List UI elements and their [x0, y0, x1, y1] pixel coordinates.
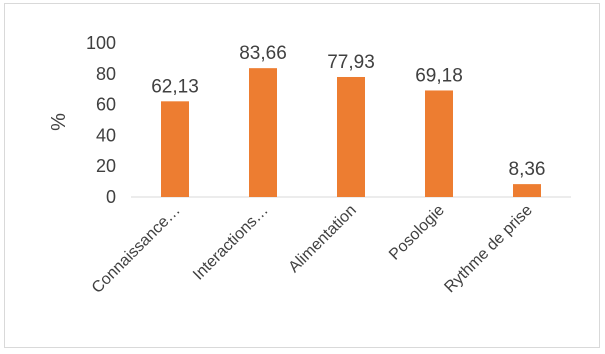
- category-label: Posologie: [386, 202, 448, 264]
- category-labels: Connaissance… Interactions… Alimentation Po…: [89, 202, 536, 297]
- bar: [513, 184, 541, 197]
- y-tick-label: 40: [96, 125, 116, 145]
- bar: [337, 76, 365, 197]
- category-label: Interactions…: [190, 202, 272, 284]
- bar: [425, 90, 453, 197]
- y-tick-label: 0: [106, 187, 116, 207]
- data-label: 8,36: [509, 159, 546, 180]
- y-tick-label: 60: [96, 95, 116, 115]
- data-label: 77,93: [327, 52, 375, 73]
- bar-chart: 0 20 40 60 80 100 62,13 83,66 77,93 69,18 8,36 Co…: [48, 33, 571, 297]
- data-label: 62,13: [151, 76, 199, 97]
- category-label: Connaissance…: [89, 202, 184, 297]
- category-label: Rythme de prise: [441, 202, 535, 296]
- chart-area: 0 20 40 60 80 100 62,13 83,66 77,93 69,18 8,36 Co…: [4, 3, 600, 348]
- data-label: 83,66: [239, 43, 287, 64]
- bar: [161, 101, 189, 197]
- data-label: 69,18: [415, 65, 463, 86]
- data-labels: 62,13 83,66 77,93 69,18 8,36: [151, 43, 545, 180]
- y-axis-ticks: 0 20 40 60 80 100: [86, 33, 116, 207]
- bars: [161, 68, 541, 197]
- bar: [249, 68, 277, 197]
- category-label: Alimentation: [286, 202, 360, 276]
- y-axis-title: %: [48, 113, 70, 131]
- y-tick-label: 100: [86, 33, 116, 53]
- y-tick-label: 20: [96, 156, 116, 176]
- y-tick-label: 80: [96, 64, 116, 84]
